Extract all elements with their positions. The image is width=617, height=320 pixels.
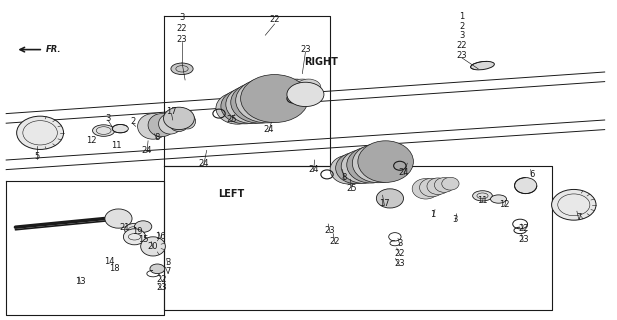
Ellipse shape [341, 149, 386, 183]
Text: 25: 25 [346, 184, 357, 193]
Text: 13: 13 [75, 277, 86, 286]
Ellipse shape [267, 79, 301, 103]
Ellipse shape [376, 189, 404, 208]
Text: 18: 18 [109, 264, 120, 273]
Text: 15: 15 [138, 236, 149, 244]
Ellipse shape [412, 179, 439, 199]
Text: 24: 24 [141, 146, 152, 155]
Ellipse shape [169, 114, 189, 132]
Text: LEFT: LEFT [218, 188, 244, 199]
Text: 6: 6 [529, 170, 534, 179]
Text: 23: 23 [394, 260, 405, 268]
Text: 2: 2 [130, 117, 135, 126]
Ellipse shape [281, 79, 311, 100]
Ellipse shape [231, 82, 289, 123]
Circle shape [112, 124, 128, 133]
Ellipse shape [274, 79, 306, 101]
Text: 22: 22 [394, 249, 405, 258]
Text: RIGHT: RIGHT [304, 57, 337, 68]
Ellipse shape [180, 114, 196, 129]
Text: 8: 8 [155, 133, 160, 142]
Text: 24: 24 [263, 125, 274, 134]
Text: 23: 23 [518, 235, 529, 244]
Text: 12: 12 [499, 200, 510, 209]
Ellipse shape [471, 61, 494, 70]
Ellipse shape [125, 223, 144, 236]
Text: 17: 17 [166, 108, 177, 116]
Ellipse shape [159, 114, 182, 134]
Text: 22: 22 [269, 15, 280, 24]
Text: 1: 1 [431, 210, 436, 219]
Text: 3: 3 [397, 239, 402, 248]
Ellipse shape [552, 189, 596, 220]
Ellipse shape [241, 75, 308, 123]
Text: FR.: FR. [46, 45, 62, 54]
Circle shape [171, 63, 193, 75]
Text: 24: 24 [198, 159, 209, 168]
Ellipse shape [420, 178, 444, 197]
Ellipse shape [148, 114, 175, 137]
Text: 8: 8 [342, 173, 347, 182]
Ellipse shape [105, 209, 132, 228]
Text: 24: 24 [308, 165, 319, 174]
Circle shape [93, 125, 115, 136]
Text: 25: 25 [226, 116, 237, 124]
Ellipse shape [164, 107, 194, 130]
Ellipse shape [226, 85, 279, 124]
Ellipse shape [347, 147, 395, 183]
Text: 3: 3 [165, 258, 170, 267]
Text: 23: 23 [300, 45, 311, 54]
Text: 3: 3 [453, 215, 458, 224]
Ellipse shape [221, 89, 269, 124]
Text: 22: 22 [156, 275, 167, 284]
Ellipse shape [135, 221, 152, 232]
Ellipse shape [287, 82, 324, 107]
Text: 23: 23 [156, 284, 167, 292]
Text: 20: 20 [147, 242, 159, 251]
Text: 11: 11 [477, 196, 488, 205]
Text: 12: 12 [86, 136, 97, 145]
Ellipse shape [442, 177, 459, 190]
Text: 7: 7 [165, 267, 170, 276]
Ellipse shape [296, 79, 321, 96]
Text: 22: 22 [329, 237, 341, 246]
Text: 3: 3 [459, 31, 464, 40]
Ellipse shape [434, 178, 454, 192]
Text: 3: 3 [106, 114, 110, 123]
Text: 22: 22 [456, 41, 467, 50]
Text: 3: 3 [180, 13, 184, 22]
Ellipse shape [352, 144, 404, 183]
Text: 11: 11 [110, 141, 122, 150]
Ellipse shape [17, 116, 64, 149]
Ellipse shape [216, 92, 259, 124]
Text: 23: 23 [325, 226, 336, 235]
Ellipse shape [515, 178, 537, 194]
Text: 17: 17 [379, 199, 390, 208]
Text: 22: 22 [176, 24, 188, 33]
Ellipse shape [141, 237, 165, 256]
Ellipse shape [358, 141, 413, 182]
Text: 19: 19 [131, 227, 143, 236]
Ellipse shape [150, 264, 165, 274]
Ellipse shape [289, 79, 316, 98]
Ellipse shape [427, 178, 449, 195]
Ellipse shape [123, 229, 146, 245]
Circle shape [491, 195, 507, 203]
Ellipse shape [336, 152, 376, 184]
Text: 14: 14 [104, 257, 115, 266]
Text: 22: 22 [518, 224, 529, 233]
Text: 23: 23 [456, 51, 467, 60]
Ellipse shape [330, 155, 367, 184]
Text: 23: 23 [176, 36, 188, 44]
Text: 24: 24 [399, 168, 410, 177]
Ellipse shape [236, 78, 299, 123]
Ellipse shape [138, 114, 168, 139]
Circle shape [473, 191, 492, 201]
Text: 5: 5 [35, 152, 39, 161]
Text: 21: 21 [119, 223, 130, 232]
Text: 7: 7 [576, 213, 581, 222]
Text: 1: 1 [459, 12, 464, 21]
Text: 16: 16 [155, 232, 166, 241]
Text: 2: 2 [459, 22, 464, 31]
